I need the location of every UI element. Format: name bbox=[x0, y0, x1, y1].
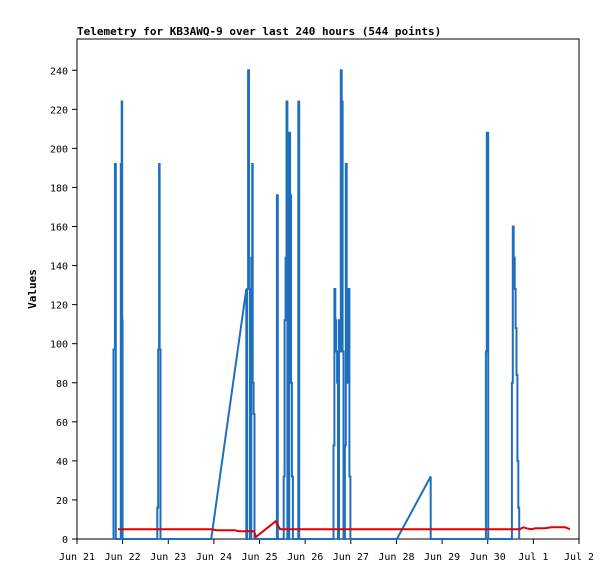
x-tick-label: Jun 24 bbox=[196, 552, 232, 563]
y-tick-label: 40 bbox=[56, 457, 68, 468]
x-tick-label: Jun 27 bbox=[333, 552, 369, 563]
series-layer bbox=[112, 69, 571, 540]
y-tick-label: 200 bbox=[50, 144, 68, 155]
y-tick-label: 100 bbox=[50, 340, 68, 351]
x-tick-label: Jun 26 bbox=[287, 552, 323, 563]
x-tick-label: Jun 28 bbox=[378, 552, 414, 563]
x-tick-label: Jun 30 bbox=[470, 552, 506, 563]
x-tick-label: Jul 2 bbox=[564, 552, 594, 563]
y-tick-label: 0 bbox=[62, 535, 68, 546]
y-tick-label: 120 bbox=[50, 301, 68, 312]
x-tick-label: Jun 21 bbox=[59, 552, 95, 563]
x-tick-label: Jun 22 bbox=[105, 552, 141, 563]
y-tick-label: 240 bbox=[50, 66, 68, 77]
y-tick-label: 60 bbox=[56, 418, 68, 429]
x-tick-label: Jun 25 bbox=[241, 552, 277, 563]
y-axis: 0 20 40 60 80 100 120 140 160 180 200 220 240 bbox=[50, 66, 77, 546]
y-tick-label: 20 bbox=[56, 496, 68, 507]
y-tick-label: 140 bbox=[50, 262, 68, 273]
y-tick-label: 180 bbox=[50, 183, 68, 194]
y-tick-label: 80 bbox=[56, 379, 68, 390]
x-axis: Jun 21 Jun 22 Jun 23 Jun 24 Jun 25 Jun 26 Jun … bbox=[59, 539, 594, 563]
series-line-1 bbox=[118, 519, 571, 539]
chart-title: Telemetry for KB3AWQ-9 over last 240 hou… bbox=[77, 25, 441, 38]
plot-area bbox=[76, 38, 580, 540]
x-tick-label: Jun 23 bbox=[150, 552, 186, 563]
y-tick-label: 220 bbox=[50, 105, 68, 116]
x-tick-label: Jun 29 bbox=[424, 552, 460, 563]
y-tick-label: 160 bbox=[50, 223, 68, 234]
x-tick-label: Jul 1 bbox=[518, 552, 548, 563]
y-axis-label: Values bbox=[26, 269, 39, 309]
series-line-0 bbox=[112, 69, 521, 540]
